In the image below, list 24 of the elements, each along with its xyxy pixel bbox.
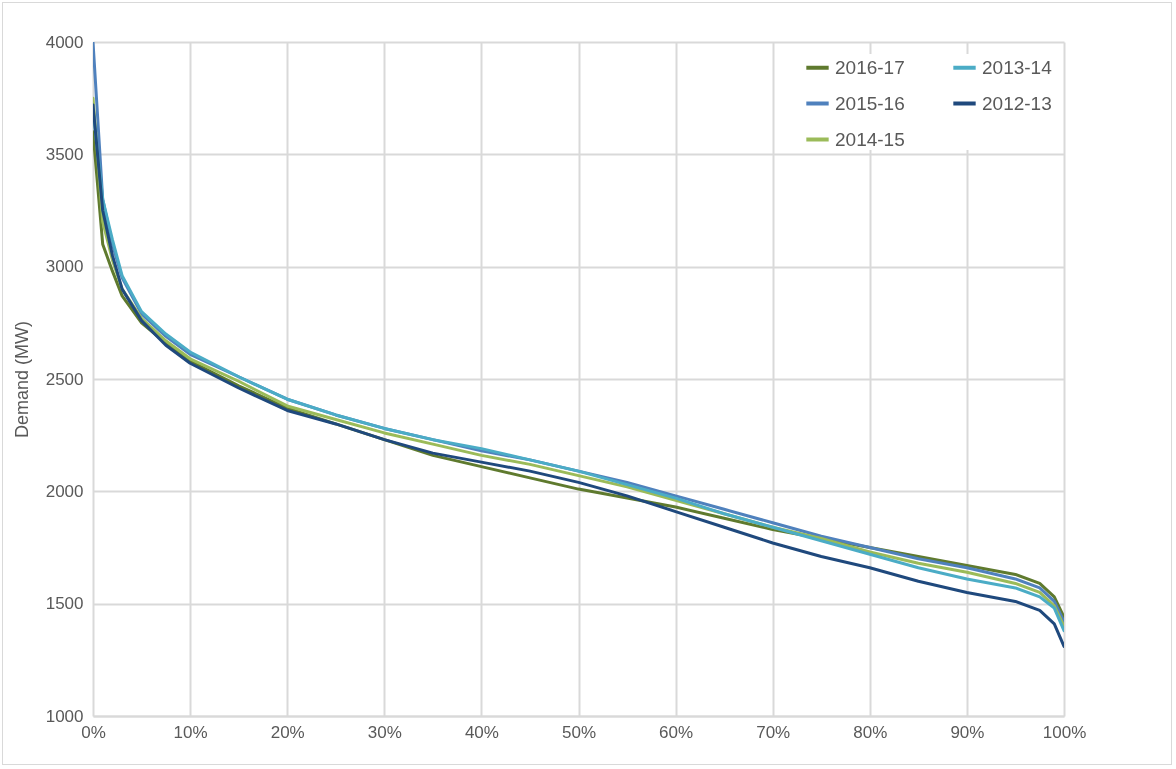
x-tick-label: 0% — [81, 722, 106, 742]
x-tick-label: 30% — [367, 722, 402, 742]
x-tick-label: 70% — [756, 722, 791, 742]
x-tick-label: 80% — [853, 722, 888, 742]
legend-label: 2015-16 — [835, 92, 905, 114]
x-tick-label: 60% — [659, 722, 694, 742]
x-tick-label: 40% — [464, 722, 499, 742]
x-tick-label: 100% — [1042, 722, 1087, 742]
legend-label: 2013-14 — [982, 56, 1053, 78]
y-tick-label: 1000 — [45, 706, 84, 726]
legend-label: 2016-17 — [835, 56, 905, 78]
y-tick-label: 2000 — [45, 481, 84, 501]
y-axis-title: Demand (MW) — [11, 320, 32, 439]
legend-label: 2012-13 — [982, 92, 1052, 114]
y-tick-label: 3500 — [45, 144, 84, 164]
x-tick-label: 50% — [561, 722, 597, 742]
x-tick-label: 10% — [173, 722, 208, 742]
y-tick-label: 1500 — [45, 594, 84, 614]
y-tick-label: 4000 — [45, 32, 84, 52]
y-tick-label: 2500 — [45, 369, 84, 389]
legend-label: 2014-15 — [835, 128, 905, 150]
x-tick-label: 90% — [950, 722, 985, 742]
y-tick-label: 3000 — [45, 257, 84, 277]
x-tick-label: 20% — [270, 722, 305, 742]
